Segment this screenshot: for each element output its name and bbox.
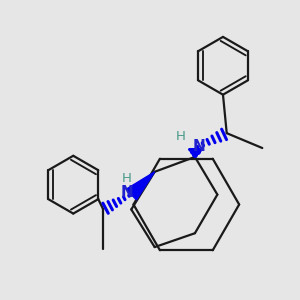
Polygon shape	[126, 172, 155, 200]
Text: N: N	[193, 139, 206, 154]
Text: H: H	[176, 130, 186, 143]
Text: N: N	[121, 185, 134, 200]
Text: H: H	[122, 172, 132, 185]
